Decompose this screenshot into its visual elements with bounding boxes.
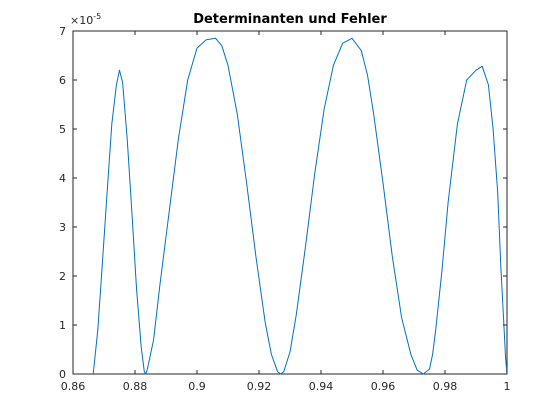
x-tick-label: 0.96 <box>371 380 396 393</box>
series-line-group <box>92 37 508 375</box>
y-tick-label: 4 <box>59 172 66 185</box>
x-tick-label: 0.86 <box>61 380 86 393</box>
axes <box>72 30 508 375</box>
y-tick-label: 7 <box>59 25 66 38</box>
series-line <box>92 37 508 375</box>
y-tick-label: 1 <box>59 319 66 332</box>
x-tick-label: 0.92 <box>247 380 272 393</box>
x-axis-ticks: 0.86 0.88 0.9 0.92 0.94 0.96 0.98 1 <box>61 31 511 393</box>
y-tick-label: 6 <box>59 74 66 87</box>
x-tick-label: 0.94 <box>309 380 334 393</box>
y-exponent-power: -5 <box>93 12 101 21</box>
x-tick-label: 0.88 <box>123 380 148 393</box>
x-tick-label: 1 <box>504 380 511 393</box>
y-tick-label: 0 <box>59 368 66 381</box>
y-tick-label: 2 <box>59 270 66 283</box>
y-exponent-base: ×10 <box>70 14 93 27</box>
chart-title: Determinanten und Fehler <box>193 12 387 27</box>
y-tick-label: 5 <box>59 123 66 136</box>
x-tick-label: 0.98 <box>433 380 458 393</box>
y-exponent-label: ×10-5 <box>70 12 101 27</box>
y-axis-ticks: 0 1 2 3 4 5 6 7 <box>59 25 507 381</box>
y-tick-label: 3 <box>59 221 66 234</box>
x-tick-label: 0.9 <box>188 380 206 393</box>
axes-box <box>72 30 508 375</box>
